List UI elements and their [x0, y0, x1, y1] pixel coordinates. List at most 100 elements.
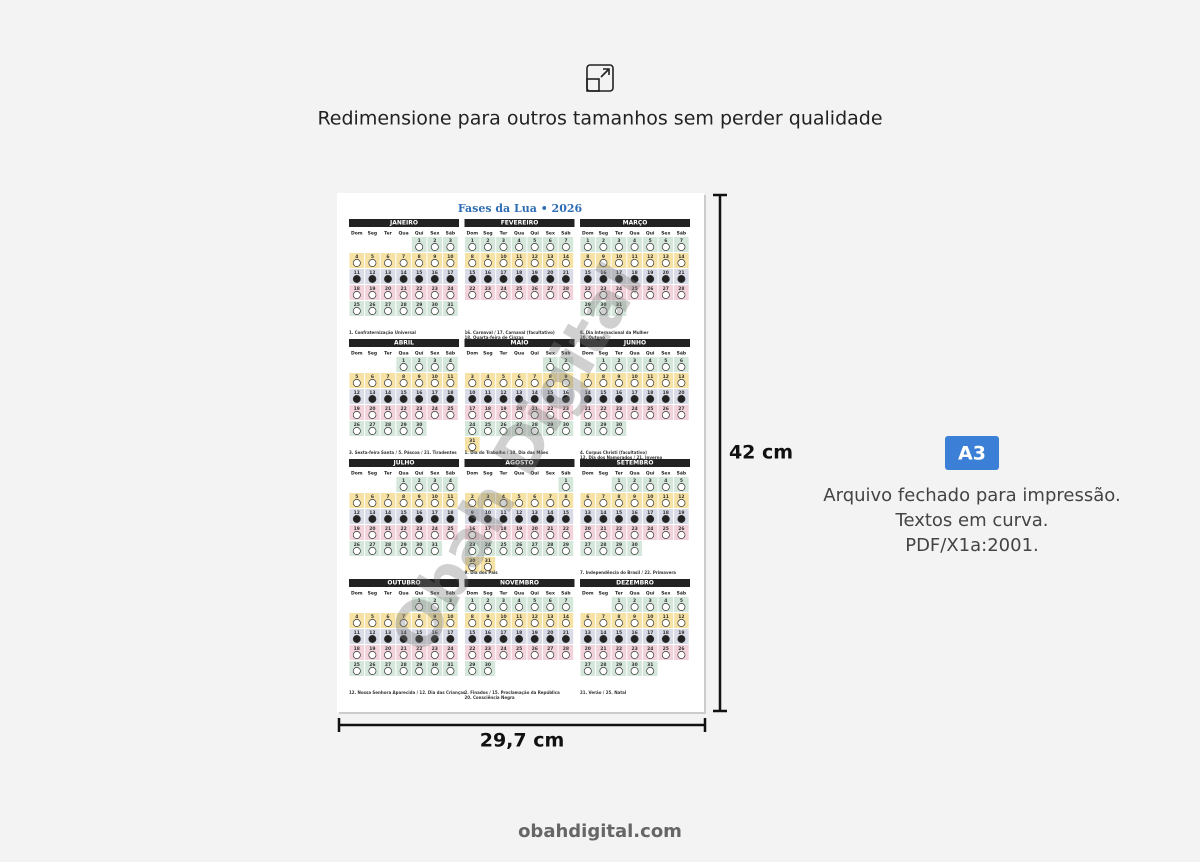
moon-icon	[583, 379, 592, 387]
moon-icon	[546, 635, 555, 643]
moon-icon	[368, 379, 377, 387]
holiday: 1. Dia do Trabalho / 10. Dia das Mães	[465, 450, 549, 455]
day-number: 25	[500, 542, 506, 548]
day-number: 3	[433, 358, 436, 364]
day-number: 24	[616, 286, 622, 292]
moon-icon	[630, 651, 639, 659]
day-number: 20	[369, 406, 375, 412]
day-number: 6	[386, 254, 389, 260]
day-number: 17	[500, 630, 506, 636]
moon-icon	[446, 619, 455, 627]
moon-icon	[430, 483, 439, 491]
day-number: 18	[516, 270, 522, 276]
day-number: 30	[616, 422, 622, 428]
moon-icon	[415, 243, 424, 251]
day-number: 18	[663, 630, 669, 636]
moon-icon	[468, 667, 477, 675]
day-number: 5	[533, 238, 536, 244]
day-number: 16	[631, 630, 637, 636]
moon-icon	[646, 395, 655, 403]
month-name: ABRIL	[394, 340, 414, 347]
moon-icon	[399, 483, 408, 491]
weekday: Sáb	[446, 350, 456, 357]
moon-icon	[599, 363, 608, 371]
moon-icon	[646, 667, 655, 675]
moon-icon	[368, 667, 377, 675]
moon-icon	[368, 531, 377, 539]
day-number: 8	[402, 494, 405, 500]
day-number: 27	[369, 422, 375, 428]
day-number: 7	[402, 614, 405, 620]
moon-icon	[599, 411, 608, 419]
day-number: 27	[547, 646, 553, 652]
moon-icon	[546, 619, 555, 627]
weekday: Qua	[514, 591, 524, 597]
moon-icon	[661, 635, 670, 643]
day-number: 24	[647, 526, 653, 532]
moon-icon	[515, 379, 524, 387]
moon-icon	[384, 635, 392, 643]
weekday: Ter	[615, 231, 624, 237]
day-number: 3	[449, 598, 452, 604]
moon-icon	[483, 547, 492, 555]
moon-icon	[561, 635, 570, 643]
moon-icon	[546, 427, 555, 435]
moon-icon	[399, 275, 408, 283]
moon-icon	[499, 651, 508, 659]
moon-icon	[368, 547, 377, 555]
moon-icon	[615, 379, 623, 387]
moon-icon	[483, 603, 492, 611]
weekday: Sáb	[677, 470, 687, 477]
day-number: 20	[585, 526, 591, 532]
day-number: 22	[585, 286, 591, 292]
day-number: 29	[469, 662, 475, 668]
day-number: 19	[532, 630, 538, 636]
day-number: 6	[386, 614, 389, 620]
holiday: 3. Sexta-feira Santa / 5. Páscoa / 21. T…	[349, 450, 457, 455]
moon-icon	[468, 259, 477, 267]
moon-icon	[630, 363, 639, 371]
day-number: 13	[663, 254, 669, 260]
day-number: 16	[469, 526, 475, 532]
moon-icon	[561, 291, 570, 299]
moon-icon	[446, 635, 455, 643]
day-number: 30	[485, 662, 491, 668]
poster-title: Fases da Lua • 2026	[458, 202, 583, 215]
day-number: 22	[616, 646, 622, 652]
moon-icon	[615, 667, 623, 675]
month-header	[464, 459, 575, 467]
day-number: 31	[469, 438, 475, 444]
moon-icon	[599, 667, 608, 675]
day-number: 24	[469, 422, 475, 428]
day-number: 4	[449, 358, 452, 364]
moon-icon	[583, 635, 592, 643]
day-number: 21	[585, 406, 591, 412]
day-number: 14	[600, 510, 606, 516]
moon-icon	[446, 243, 455, 251]
moon-icon	[630, 395, 639, 403]
moon-icon	[530, 603, 539, 611]
moon-icon	[561, 411, 570, 419]
day-number: 19	[516, 526, 522, 532]
weekday: Sex	[430, 351, 439, 357]
moon-icon	[677, 411, 686, 419]
day-number: 15	[469, 270, 475, 276]
weekday: Dom	[582, 471, 594, 477]
day-number: 11	[647, 374, 653, 380]
day-number: 12	[532, 254, 538, 260]
moon-icon	[415, 307, 424, 315]
moon-icon	[599, 547, 608, 555]
weekday: Qua	[630, 471, 640, 477]
moon-icon	[561, 259, 570, 267]
day-number: 26	[354, 422, 360, 428]
holiday: 2. Finados / 15. Proclamação da Repúblic…	[465, 690, 561, 695]
day-number: 24	[500, 646, 506, 652]
moon-icon	[499, 291, 508, 299]
moon-icon	[677, 619, 686, 627]
moon-icon	[630, 515, 639, 523]
day-number: 23	[563, 406, 569, 412]
day-number: 21	[678, 270, 684, 276]
day-number: 15	[469, 630, 475, 636]
day-number: 5	[518, 494, 521, 500]
day-number: 19	[678, 510, 684, 516]
